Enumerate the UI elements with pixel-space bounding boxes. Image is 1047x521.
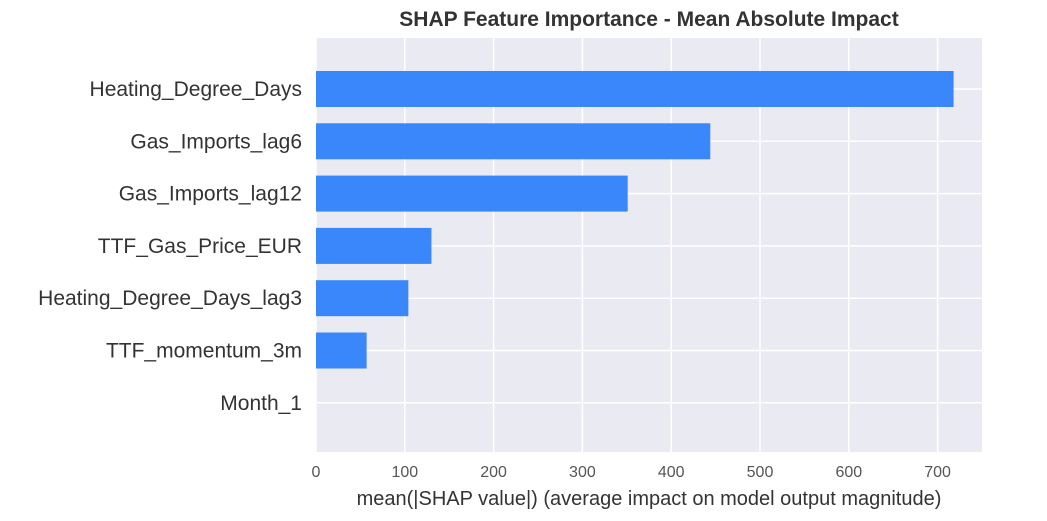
chart-title: SHAP Feature Importance - Mean Absolute …	[399, 8, 898, 31]
x-tick-label: 600	[835, 464, 862, 481]
bar-ttf-gas-price-eur	[316, 227, 432, 264]
category-label: Month_1	[220, 392, 302, 415]
bars	[316, 71, 954, 369]
x-tick-label: 100	[391, 464, 418, 481]
x-tick-label: 200	[480, 464, 507, 481]
x-tick-labels: 0 100 200 300 400 500 600 700	[312, 464, 951, 481]
x-tick-label: 700	[924, 464, 951, 481]
x-axis-label: mean(|SHAP value|) (average impact on mo…	[357, 488, 942, 510]
bar-ttf-momentum-3m	[316, 332, 367, 369]
category-label: Gas_Imports_lag6	[130, 130, 302, 153]
bar-gas-imports-lag12	[316, 175, 628, 212]
bar-heating-degree-days	[316, 71, 954, 107]
x-tick-label: 300	[569, 464, 596, 481]
category-label: TTF_Gas_Price_EUR	[98, 235, 302, 258]
x-tick-label: 400	[658, 464, 685, 481]
category-label: Heating_Degree_Days_lag3	[38, 287, 302, 310]
category-label: Heating_Degree_Days	[90, 78, 302, 101]
category-label: TTF_momentum_3m	[106, 340, 302, 363]
x-tick-label: 0	[312, 464, 321, 481]
bar-heating-degree-days-lag3	[316, 280, 409, 317]
x-tick-label: 500	[747, 464, 774, 481]
bar-gas-imports-lag6	[316, 123, 711, 160]
category-labels: Heating_Degree_Days Gas_Imports_lag6 Gas_I…	[38, 78, 302, 415]
category-label: Gas_Imports_lag12	[119, 183, 302, 206]
